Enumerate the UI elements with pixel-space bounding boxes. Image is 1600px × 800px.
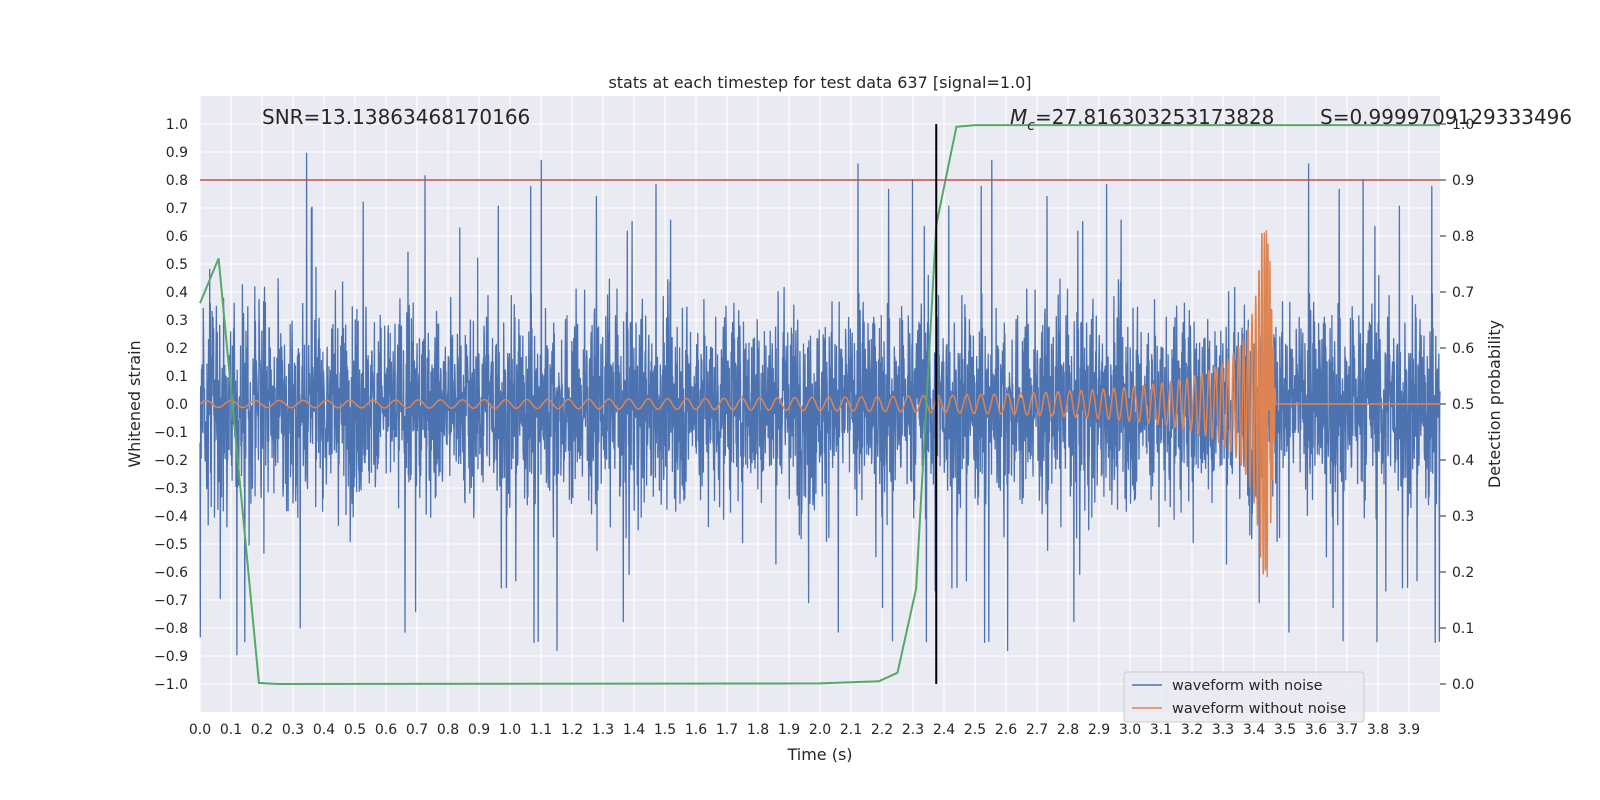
- y-tick-label-right: 0.2: [1452, 565, 1474, 581]
- x-tick-label: 2.8: [1057, 722, 1079, 738]
- s-annotation: S=0.9999709129333496: [1320, 105, 1572, 129]
- x-tick-label: 2.4: [933, 722, 955, 738]
- y-tick-label-right: 0.6: [1452, 341, 1474, 357]
- x-tick-label: 0.1: [220, 722, 242, 738]
- y-tick-label-left: 0.8: [166, 173, 188, 189]
- chirp-mass-symbol: M: [1010, 105, 1027, 129]
- chart-title: stats at each timestep for test data 637…: [608, 73, 1031, 92]
- legend-box: [1123, 671, 1365, 723]
- x-tick-label: 3.5: [1274, 722, 1296, 738]
- chirp-mass-annotation: Mc=27.816303253173828: [1010, 105, 1274, 134]
- y-tick-label-left: −0.8: [154, 621, 188, 637]
- x-tick-label: 1.0: [499, 722, 521, 738]
- y-tick-label-left: 0.6: [166, 229, 188, 245]
- y-tick-label-right: 0.8: [1452, 229, 1474, 245]
- x-tick-label: 1.8: [747, 722, 769, 738]
- x-tick-label: 0.5: [344, 722, 366, 738]
- x-tick-label: 3.4: [1243, 722, 1265, 738]
- snr-annotation: SNR=13.13863468170166: [262, 105, 530, 129]
- x-tick-label: 0.8: [437, 722, 459, 738]
- x-tick-label: 2.1: [840, 722, 862, 738]
- x-tick-label: 3.3: [1212, 722, 1234, 738]
- x-tick-label: 1.6: [685, 722, 707, 738]
- y-axis-label-left: Whitened strain: [125, 340, 144, 467]
- x-tick-label: 3.1: [1150, 722, 1172, 738]
- x-tick-label: 0.2: [251, 722, 273, 738]
- y-tick-label-left: 0.3: [166, 313, 188, 329]
- x-tick-label: 3.2: [1181, 722, 1203, 738]
- y-tick-label-left: 0.2: [166, 341, 188, 357]
- y-tick-label-left: −0.3: [154, 481, 188, 497]
- legend: waveform with noise waveform without noi…: [1123, 671, 1365, 723]
- y-tick-label-left: −1.0: [154, 677, 188, 693]
- y-tick-label-left: 1.0: [166, 117, 188, 133]
- y-tick-label-right: 0.7: [1452, 285, 1474, 301]
- x-tick-label: 3.8: [1367, 722, 1389, 738]
- y-tick-label-left: 0.7: [166, 201, 188, 217]
- y-tick-label-left: 0.5: [166, 257, 188, 273]
- x-tick-label: 0.4: [313, 722, 335, 738]
- series-detection-probability: [199, 124, 1440, 686]
- reference-lines: [200, 124, 1440, 684]
- x-tick-label: 1.4: [623, 722, 645, 738]
- y-tick-label-right: 0.5: [1452, 397, 1474, 413]
- x-tick-label: 2.5: [964, 722, 986, 738]
- x-tick-label: 0.7: [406, 722, 428, 738]
- y-tick-label-left: 0.4: [166, 285, 188, 301]
- x-tick-label: 2.3: [902, 722, 924, 738]
- y-tick-label-right: 0.4: [1452, 453, 1474, 469]
- chirp-mass-subscript: c: [1027, 118, 1035, 134]
- legend-label-waveform-with-noise: waveform with noise: [1172, 678, 1323, 694]
- x-tick-label: 0.3: [282, 722, 304, 738]
- y-tick-label-left: 0.1: [166, 369, 188, 385]
- y-tick-label-left: 0.9: [166, 145, 188, 161]
- y-tick-label-left: −0.5: [154, 537, 188, 553]
- y-tick-label-right: 0.1: [1452, 621, 1474, 637]
- x-tick-label: 1.5: [654, 722, 676, 738]
- x-tick-label: 0.9: [468, 722, 490, 738]
- y-tick-label-left: −0.4: [154, 509, 188, 525]
- x-tick-label: 1.7: [716, 722, 738, 738]
- line-detection-probability: [199, 124, 1440, 686]
- y-tick-label-left: −0.7: [154, 593, 188, 609]
- y-tick-label-left: −0.2: [154, 453, 188, 469]
- x-tick-label: 2.6: [995, 722, 1017, 738]
- y-tick-label-left: −0.9: [154, 649, 188, 665]
- x-tick-label: 2.7: [1026, 722, 1048, 738]
- legend-label-waveform-without-noise: waveform without noise: [1172, 701, 1346, 717]
- y-axis-label-right: Detection probability: [1485, 320, 1504, 488]
- series-waveform-without-noise: [199, 229, 1441, 578]
- y-tick-label-right: 0.0: [1452, 677, 1474, 693]
- x-axis-label: Time (s): [786, 745, 852, 764]
- y-tick-label-right: 0.3: [1452, 509, 1474, 525]
- x-tick-label: 1.2: [561, 722, 583, 738]
- x-tick-label: 3.9: [1398, 722, 1420, 738]
- x-tick-label: 2.2: [871, 722, 893, 738]
- x-tick-label: 1.9: [778, 722, 800, 738]
- x-tick-label: 0.0: [189, 722, 211, 738]
- chirp-mass-value: =27.816303253173828: [1035, 105, 1274, 129]
- x-tick-label: 3.7: [1336, 722, 1358, 738]
- x-tick-label: 2.9: [1088, 722, 1110, 738]
- tick-labels: 0.0 0.1 0.2 0.3 0.4 0.5 0.6 0.7 0.8 0.9 1.0 1.1 1.2 1…: [154, 117, 1474, 738]
- y-tick-label-left: −0.1: [154, 425, 188, 441]
- y-tick-label-left: 0.0: [166, 397, 188, 413]
- x-tick-label: 2.0: [809, 722, 831, 738]
- x-tick-label: 1.3: [592, 722, 614, 738]
- x-tick-label: 3.0: [1119, 722, 1141, 738]
- x-tick-label: 0.6: [375, 722, 397, 738]
- y-tick-label-right: 0.9: [1452, 173, 1474, 189]
- line-waveform-without-noise: [199, 229, 1441, 578]
- y-tick-label-right: 1.0: [1452, 117, 1474, 133]
- y-tick-label-left: −0.6: [154, 565, 188, 581]
- x-tick-label: 1.1: [530, 722, 552, 738]
- x-tick-label: 3.6: [1305, 722, 1327, 738]
